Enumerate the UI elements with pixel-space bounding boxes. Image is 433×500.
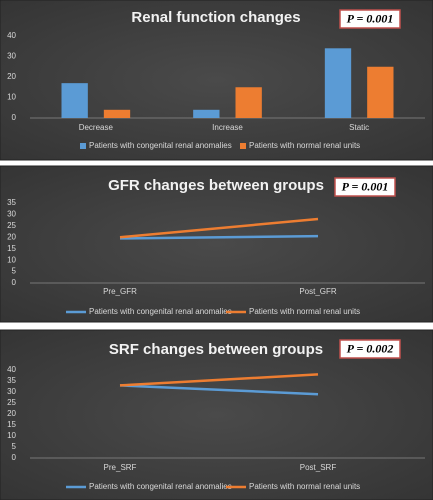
y-tick-label: 40 (7, 365, 16, 374)
chart-panel: GFR changes between groups P = 0.001 0 5 10 1… (0, 165, 433, 323)
chart-panel: SRF changes between groups P = 0.002 0 5 10 1… (0, 329, 433, 500)
y-tick-label: 0 (12, 113, 17, 122)
y-tick-label: 25 (7, 398, 16, 407)
chart-title: SRF changes between groups (109, 341, 323, 358)
x-tick-label: Pre_SRF (104, 463, 137, 472)
series-line (119, 234, 319, 240)
bar (103, 109, 131, 118)
chart-title: GFR changes between groups (108, 177, 324, 194)
annotation-box (339, 339, 401, 359)
annotation: P = 0.002 (347, 341, 394, 355)
y-tick-label: 10 (7, 255, 16, 264)
x-tick-label: Static (349, 123, 369, 132)
annotation: P = 0.001 (342, 179, 389, 193)
y-tick-label: 20 (7, 232, 16, 241)
y-tick-label: 5 (12, 442, 17, 451)
bar (61, 83, 88, 118)
chart-title: Renal function changes (131, 9, 300, 26)
legend-label: Patients with congenital renal anomalies (89, 482, 232, 491)
y-tick-label: 15 (7, 244, 16, 253)
y-tick-label: 0 (12, 278, 17, 287)
y-tick-label: 40 (7, 31, 16, 40)
legend-label: Patients with normal renal units (249, 307, 360, 316)
x-tick-label: Decrease (79, 123, 114, 132)
x-tick-label: Pre_GFR (103, 287, 137, 296)
annotation-box (334, 177, 396, 197)
legend-label: Patients with congenital renal anomalies (89, 307, 232, 316)
annotation: P = 0.001 (347, 11, 394, 25)
series-line (119, 373, 319, 387)
bar (235, 87, 262, 118)
y-tick-label: 25 (7, 221, 16, 230)
series-line (119, 384, 319, 396)
y-tick-label: 30 (7, 387, 16, 396)
x-tick-label: Increase (212, 123, 243, 132)
series-line (119, 217, 319, 239)
y-tick-label: 20 (7, 72, 16, 81)
x-tick-label: Post_GFR (299, 287, 337, 296)
y-tick-label: 15 (7, 420, 16, 429)
legend-label: Patients with congenital renal anomalies (89, 141, 232, 150)
y-tick-label: 35 (7, 198, 16, 207)
legend-swatch (240, 143, 246, 149)
annotation-box (339, 9, 401, 29)
y-tick-label: 30 (7, 210, 16, 219)
chart-panel: Renal function changes P = 0.001 0 10 20 30 40… (0, 0, 433, 161)
bar (324, 48, 352, 118)
y-tick-label: 5 (12, 267, 17, 276)
legend-label: Patients with normal renal units (249, 482, 360, 491)
x-tick-label: Post_SRF (300, 463, 337, 472)
bar (367, 66, 394, 118)
y-tick-label: 20 (7, 409, 16, 418)
y-tick-label: 10 (7, 93, 16, 102)
y-tick-label: 0 (12, 453, 17, 462)
y-tick-label: 10 (7, 431, 16, 440)
bar (193, 109, 220, 118)
y-tick-label: 35 (7, 376, 16, 385)
legend-swatch (80, 143, 86, 149)
y-tick-label: 30 (7, 52, 16, 61)
legend-label: Patients with normal renal units (249, 141, 360, 150)
